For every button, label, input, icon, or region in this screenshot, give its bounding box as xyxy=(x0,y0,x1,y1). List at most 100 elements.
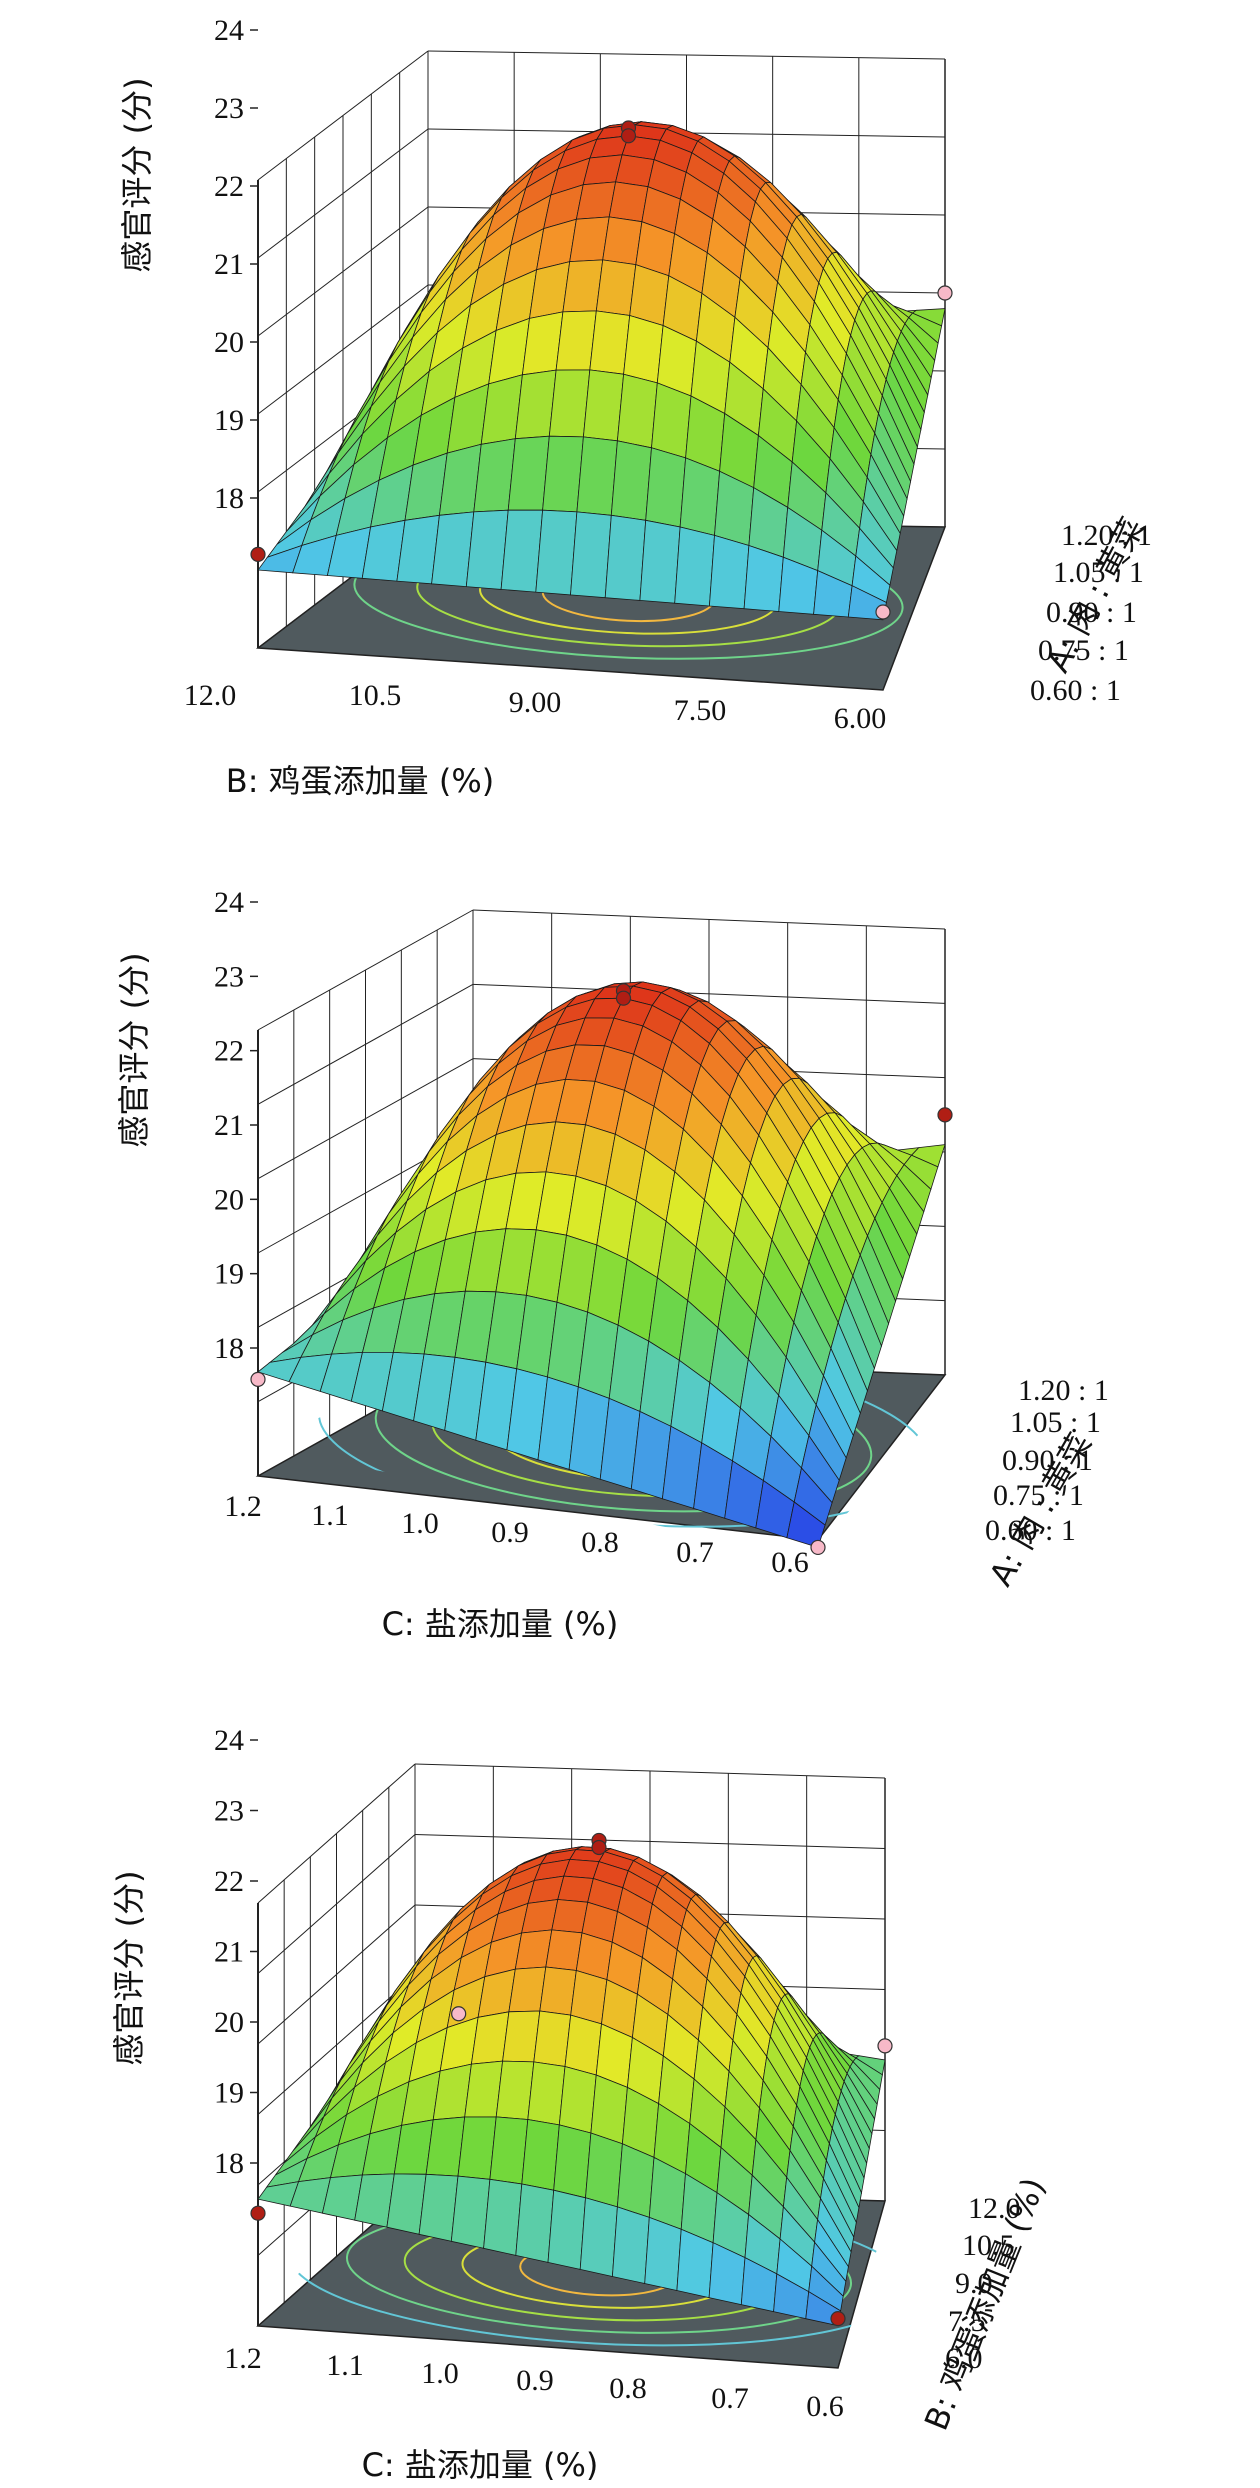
surface-patch xyxy=(589,310,631,375)
z-tick-label: 21 xyxy=(214,1109,244,1142)
x-tick-label: 0.9 xyxy=(516,2364,554,2397)
z-tick-label: 22 xyxy=(214,170,244,203)
x-tick-label: 1.0 xyxy=(421,2357,459,2390)
response-surface-chart-egg-vs-ratio: 18 19 20 21 22 23 24 12.0 10.5 9.00 7.50 6.00 0.60 :… xyxy=(118,14,1152,800)
z-tick-label: 18 xyxy=(214,1332,244,1365)
z-tick-label: 20 xyxy=(214,1183,244,1216)
surface-patch xyxy=(563,1858,600,1879)
surface-patch xyxy=(602,216,643,266)
surface-patch xyxy=(582,369,625,442)
design-point xyxy=(591,1839,607,1856)
y-tick-label: 0.75 : 1 xyxy=(993,1479,1084,1512)
surface-patch xyxy=(495,2060,535,2120)
z-tick-label: 20 xyxy=(214,326,244,359)
surface-patch xyxy=(539,1966,577,2016)
x-tick-label: 9.00 xyxy=(509,686,562,719)
surface-patch xyxy=(595,259,637,316)
x-tick-label: 0.8 xyxy=(581,1526,619,1559)
y-tick-label: 0.60 : 1 xyxy=(985,1514,1076,1547)
surface-patch xyxy=(489,2116,529,2185)
surface-patch xyxy=(533,2010,572,2067)
y-tick-label: 7.5 xyxy=(948,2305,986,2338)
x-axis-label: C: 盐添加量 (%) xyxy=(362,2446,599,2484)
y-tick-label: 0.75 : 1 xyxy=(1038,634,1129,667)
surface-patch xyxy=(557,1875,594,1903)
z-tick-label: 23 xyxy=(214,1795,244,1828)
surface-patch xyxy=(708,534,750,610)
x-tick-label: 0.6 xyxy=(771,1546,809,1579)
surface-patch xyxy=(743,544,784,612)
x-axis-label: B: 鸡蛋添加量 (%) xyxy=(226,762,494,800)
surface-patch xyxy=(590,2074,628,2145)
design-point xyxy=(810,1539,826,1556)
x-tick-label: 7.50 xyxy=(674,694,727,727)
x-tick-label: 0.7 xyxy=(676,1536,714,1569)
surface-patch xyxy=(545,1929,583,1971)
x-tick-label: 0.6 xyxy=(806,2390,844,2423)
z-tick-label: 20 xyxy=(214,2006,244,2039)
z-tick-label: 23 xyxy=(214,960,244,993)
design-point xyxy=(250,546,266,563)
surface-patch xyxy=(679,457,721,536)
surface-patch xyxy=(570,511,612,599)
x-tick-label: 6.00 xyxy=(834,702,887,735)
y-tick-label: 12.0 xyxy=(968,2192,1021,2225)
design-point xyxy=(937,1107,953,1123)
surface-patch xyxy=(500,509,544,593)
design-point xyxy=(250,2205,266,2221)
surface-patch xyxy=(515,2183,555,2263)
surface-patch xyxy=(507,435,550,511)
y-tick-label: 1.20 : 1 xyxy=(1061,519,1152,552)
surface-patch xyxy=(564,2014,602,2076)
z-tick-label: 24 xyxy=(214,14,244,47)
x-tick-label: 1.0 xyxy=(401,1507,439,1540)
surface-patch xyxy=(645,447,687,528)
x-tick-label: 0.8 xyxy=(609,2372,647,2405)
x-axis-label: C: 盐添加量 (%) xyxy=(382,1605,619,1643)
y-tick-label: 10.5 xyxy=(962,2229,1015,2262)
surface-patch xyxy=(548,369,591,438)
surface-patch xyxy=(547,2189,586,2270)
z-tick-label: 22 xyxy=(214,1035,244,1068)
surface-patch xyxy=(562,259,604,313)
design-point xyxy=(620,128,637,144)
x-tick-label: 0.7 xyxy=(711,2382,749,2415)
design-point xyxy=(875,604,891,620)
surface-patch xyxy=(535,509,578,596)
y-tick-label: 1.20 : 1 xyxy=(1018,1374,1109,1407)
z-axis-label: 感官评分 (分) xyxy=(118,77,156,272)
surface-patch xyxy=(542,435,584,513)
surface-patch xyxy=(608,181,649,223)
surface-patch xyxy=(576,436,618,516)
z-tick-label: 21 xyxy=(214,1936,244,1969)
y-tick-label: 6.0 xyxy=(945,2342,983,2375)
z-tick-label: 18 xyxy=(214,482,244,515)
y-tick-label: 0.90 : 1 xyxy=(1002,1444,1093,1477)
surface-patch xyxy=(674,526,715,607)
x-tick-label: 0.9 xyxy=(491,1516,529,1549)
surface-patch xyxy=(615,154,655,188)
design-point xyxy=(937,285,953,301)
z-tick-label: 22 xyxy=(214,1865,244,1898)
surface-patch xyxy=(639,519,681,604)
x-tick-label: 10.5 xyxy=(349,679,402,712)
surface-patch xyxy=(604,514,647,601)
surface-patch xyxy=(579,2197,618,2277)
x-tick-label: 1.2 xyxy=(224,1490,262,1523)
surface-patch xyxy=(616,2143,655,2218)
response-surface-chart-salt-vs-ratio: 18 19 20 21 22 23 24 1.2 1.1 1.0 0.9 0.8 0.7 0.6 0.60 … xyxy=(115,886,1109,1643)
surface-patch xyxy=(527,2061,566,2126)
z-axis-label: 感官评分 (分) xyxy=(115,952,153,1147)
x-tick-label: 12.0 xyxy=(184,679,237,712)
surface-patch xyxy=(644,2216,682,2291)
surface-patch xyxy=(551,1899,589,1934)
surface-patch xyxy=(610,440,652,521)
x-tick-label: 1.2 xyxy=(224,2342,262,2375)
z-tick-label: 23 xyxy=(214,92,244,125)
surface-patch xyxy=(555,310,597,371)
design-point xyxy=(451,2006,467,2022)
surface-patch xyxy=(483,2178,523,2256)
z-tick-label: 21 xyxy=(214,248,244,281)
y-tick-label: 0.90 : 1 xyxy=(1046,596,1137,629)
